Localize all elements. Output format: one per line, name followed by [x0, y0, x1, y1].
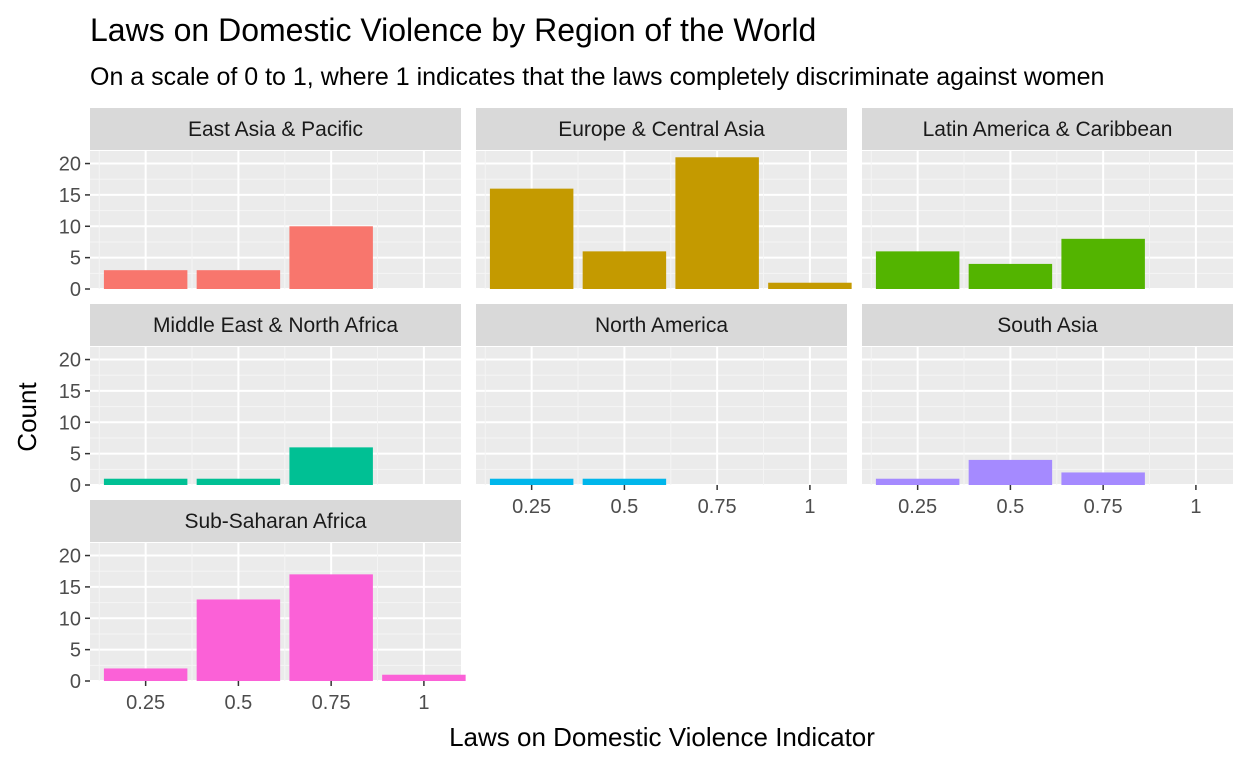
y-axis-title: Count [12, 382, 42, 452]
facet-strip [476, 108, 847, 150]
facet-panel-sub-saharan-africa: Sub-Saharan Africa 0 5 10 15 20 0.25 0.5 0.75 1 [59, 500, 466, 714]
chart-title: Laws on Domestic Violence by Region of t… [90, 12, 816, 48]
panel-background [90, 347, 461, 485]
bar [196, 270, 281, 289]
facet-panel-europe-and-central-asia: Europe & Central Asia [476, 108, 852, 290]
y-tick-label: 5 [70, 640, 81, 662]
facet-panel-middle-east-and-north-africa: Middle East & North Africa 0 5 10 15 20 [59, 304, 461, 497]
y-tick-label: 20 [59, 546, 81, 568]
bar [196, 478, 281, 485]
x-tick-label: 0.25 [512, 496, 551, 518]
panel-background [90, 151, 461, 289]
y-tick-label: 0 [70, 671, 81, 693]
panel-background [476, 347, 847, 485]
bar [675, 157, 759, 289]
facet-strip [90, 108, 461, 150]
bar [103, 270, 188, 289]
bar [582, 478, 667, 485]
facet-panel-south-asia: South Asia 0.25 0.5 0.75 1 [862, 304, 1233, 518]
x-tick-label: 1 [418, 692, 429, 714]
bar [968, 263, 1053, 289]
bar [875, 251, 960, 289]
facet-strip-label: Sub-Saharan Africa [184, 510, 366, 533]
bar [289, 447, 373, 485]
facet-strip-label: Latin America & Caribbean [923, 118, 1173, 141]
y-tick-label: 10 [59, 216, 81, 238]
bar [1061, 238, 1145, 289]
x-tick-label: 0.75 [312, 692, 351, 714]
bar [196, 599, 281, 681]
x-tick-label: 1 [804, 496, 815, 518]
x-tick-label: 0.25 [898, 496, 937, 518]
y-tick-label: 0 [70, 279, 81, 301]
x-tick-label: 0.5 [610, 496, 638, 518]
bar [1061, 472, 1145, 485]
bar [968, 459, 1053, 485]
bar [489, 478, 574, 485]
facet-panel-latin-america-and-caribbean: Latin America & Caribbean [862, 108, 1233, 290]
x-tick-label: 0.5 [224, 692, 252, 714]
x-tick-label: 0.25 [126, 692, 165, 714]
y-tick-label: 5 [70, 248, 81, 270]
facet-strip-label: South Asia [997, 314, 1098, 337]
y-tick-label: 20 [59, 154, 81, 176]
y-tick-label: 15 [59, 185, 81, 207]
y-tick-label: 10 [59, 608, 81, 630]
facet-strip-label: Middle East & North Africa [153, 314, 398, 337]
facet-panel-north-america: North America 0.25 0.5 0.75 1 [476, 304, 847, 518]
bar [103, 668, 188, 681]
facet-strip [90, 304, 461, 346]
facet-panel-east-asia-and-pacific: East Asia & Pacific 0 5 10 15 20 [59, 108, 461, 301]
facet-strip [862, 108, 1233, 150]
chart-subtitle: On a scale of 0 to 1, where 1 indicates … [90, 63, 1104, 91]
bar [382, 674, 466, 681]
bar [875, 478, 960, 485]
y-tick-label: 15 [59, 381, 81, 403]
facet-strip-label: East Asia & Pacific [188, 118, 363, 141]
x-tick-label: 0.75 [698, 496, 737, 518]
bar [103, 478, 188, 485]
x-tick-label: 0.75 [1084, 496, 1123, 518]
bar [768, 282, 852, 289]
y-tick-label: 0 [70, 475, 81, 497]
x-axis-title: Laws on Domestic Violence Indicator [449, 722, 875, 752]
bar [582, 251, 667, 289]
bar [289, 574, 373, 681]
y-tick-label: 10 [59, 412, 81, 434]
x-tick-label: 1 [1190, 496, 1201, 518]
facet-strip [90, 500, 461, 542]
facet-strip [476, 304, 847, 346]
y-tick-label: 5 [70, 444, 81, 466]
bar [289, 226, 373, 289]
y-tick-label: 15 [59, 577, 81, 599]
facet-strip [862, 304, 1233, 346]
facet-strip-label: Europe & Central Asia [558, 118, 765, 141]
y-tick-label: 20 [59, 350, 81, 372]
x-tick-label: 0.5 [996, 496, 1024, 518]
facet-strip-label: North America [595, 314, 728, 337]
bar [489, 188, 574, 289]
